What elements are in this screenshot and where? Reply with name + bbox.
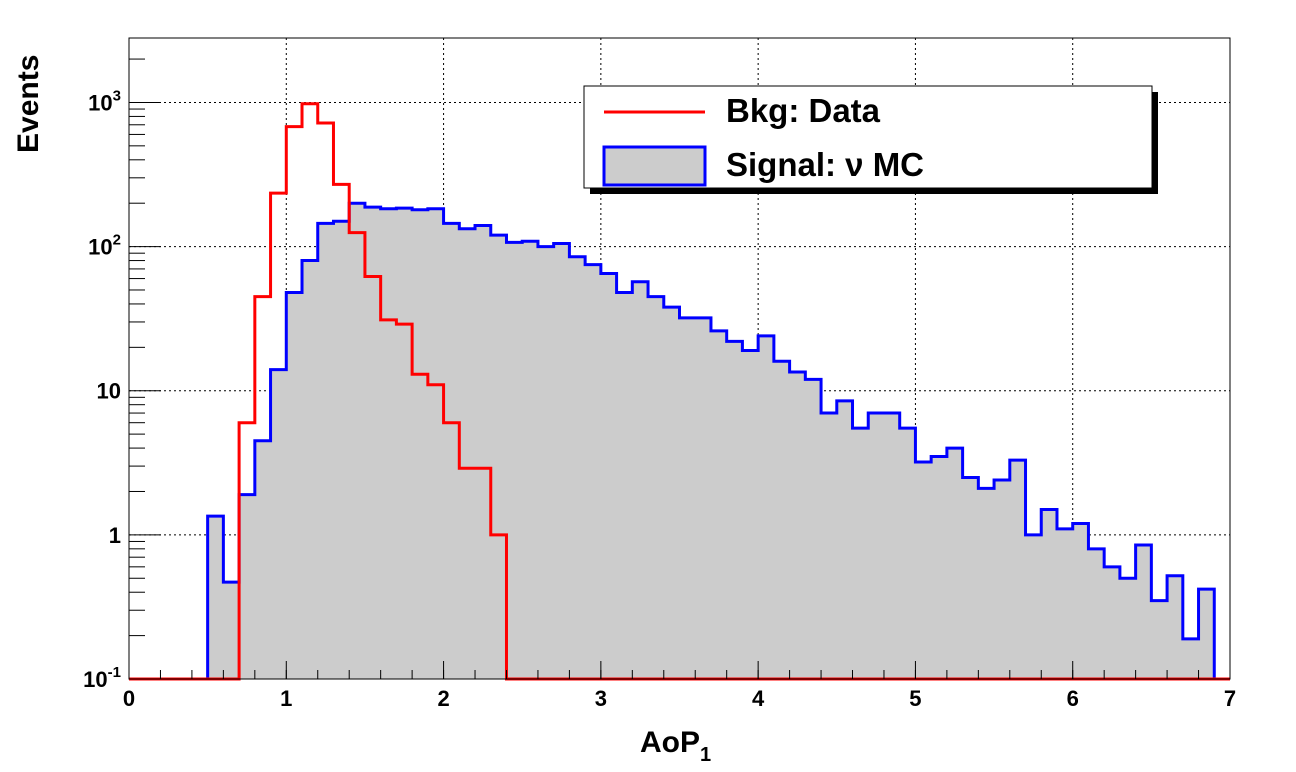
signal-mc-fill-area xyxy=(207,203,1215,679)
x-tick-label: 4 xyxy=(752,686,765,711)
x-tick-label: 0 xyxy=(123,686,135,711)
series-layer xyxy=(129,102,1230,681)
bkg-data-step-line xyxy=(129,102,1230,681)
y-tick-label-base: 10 xyxy=(88,235,112,260)
x-tick-label: 3 xyxy=(595,686,607,711)
x-tick-label: 7 xyxy=(1224,686,1236,711)
signal-mc-step-outline xyxy=(206,201,1216,679)
x-tick-label: 6 xyxy=(1067,686,1079,711)
plot-frame xyxy=(128,37,1231,680)
y-tick-label-base: 10 xyxy=(83,667,107,692)
y-tick-label-exponent: -1 xyxy=(108,664,121,681)
y-tick-label-exponent: 3 xyxy=(113,87,121,104)
y-tick-label: 103 xyxy=(88,87,121,115)
x-axis-title: AoP1 xyxy=(640,726,711,766)
legend-bkg-label: Bkg: Data xyxy=(726,92,881,129)
axis-ticks xyxy=(128,58,1231,680)
y-axis-title: Events xyxy=(12,55,45,153)
x-tick-label: 2 xyxy=(437,686,449,711)
y-tick-label-base: 1 xyxy=(109,523,121,548)
x-tick-label: 1 xyxy=(280,686,292,711)
y-tick-label: 10-1 xyxy=(83,664,121,692)
y-tick-label: 1 xyxy=(109,523,121,548)
y-tick-label: 102 xyxy=(88,232,121,260)
y-tick-label: 10 xyxy=(97,379,121,404)
x-tick-label: 5 xyxy=(909,686,921,711)
legend-signal-fill-swatch xyxy=(602,145,707,187)
x-axis-title-main: AoP xyxy=(640,726,700,759)
legend: Bkg: Data Signal: ν MC xyxy=(583,85,1158,194)
y-tick-label-base: 10 xyxy=(88,90,112,115)
y-tick-label-base: 10 xyxy=(97,379,121,404)
y-tick-label-exponent: 2 xyxy=(113,232,121,249)
x-axis-title-subscript: 1 xyxy=(700,744,711,766)
legend-signal-label: Signal: ν MC xyxy=(726,146,924,183)
